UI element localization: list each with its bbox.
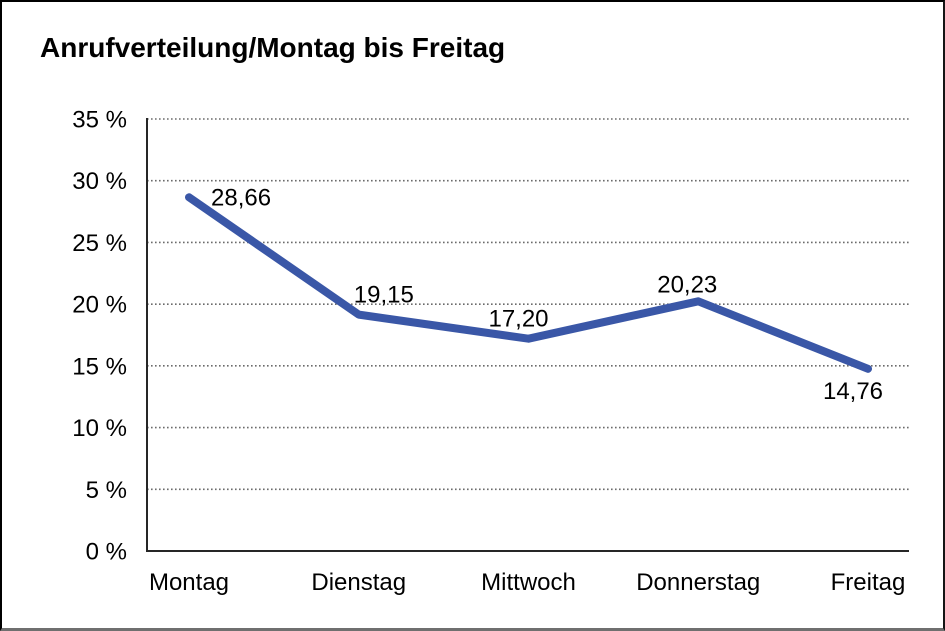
y-tick-label: 15 % <box>72 353 127 380</box>
x-axis-label: Mittwoch <box>481 569 576 596</box>
x-axis-label: Freitag <box>831 569 906 596</box>
data-point-label: 19,15 <box>354 282 414 309</box>
chart-title: Anrufverteilung/Montag bis Freitag <box>40 32 506 63</box>
y-tick-label: 25 % <box>72 230 127 257</box>
x-axis-label: Donnerstag <box>636 569 760 596</box>
x-axis-label: Dienstag <box>311 569 406 596</box>
data-point-label: 20,23 <box>657 271 717 298</box>
data-point-label: 17,20 <box>488 306 548 333</box>
data-point-label: 28,66 <box>211 184 271 211</box>
y-tick-label: 10 % <box>72 415 127 442</box>
x-axis-label: Montag <box>149 569 229 596</box>
data-point-label: 14,76 <box>823 378 883 405</box>
y-tick-label: 0 % <box>86 539 127 566</box>
y-tick-label: 35 % <box>72 107 127 134</box>
y-tick-label: 20 % <box>72 292 127 319</box>
y-tick-label: 30 % <box>72 168 127 195</box>
data-series-line <box>185 193 872 373</box>
y-tick-label: 5 % <box>86 477 127 504</box>
